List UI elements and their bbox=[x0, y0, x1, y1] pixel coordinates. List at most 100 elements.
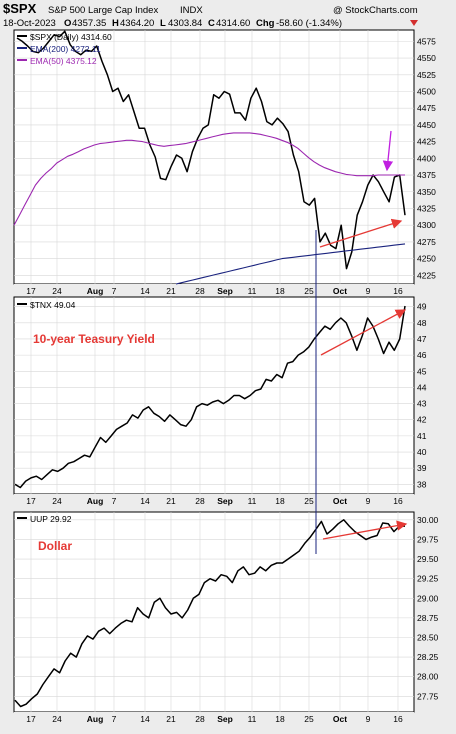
legend-entry: EMA(200) 4272.11 bbox=[30, 44, 101, 54]
x-tick-label: Oct bbox=[333, 286, 347, 296]
x-tick-label: 28 bbox=[195, 714, 205, 724]
x-tick-label: 7 bbox=[112, 286, 117, 296]
x-tick-label: 9 bbox=[366, 496, 371, 506]
x-axis-band bbox=[14, 712, 414, 725]
x-tick-label: Sep bbox=[217, 496, 233, 506]
x-tick-label: 7 bbox=[112, 496, 117, 506]
down-triangle-icon bbox=[410, 20, 418, 26]
x-axis-band bbox=[14, 284, 414, 297]
y-tick-label: 4550 bbox=[417, 53, 436, 63]
header-low-label: L bbox=[160, 18, 166, 29]
uup-panel: 27.75 28.00 28.25 28.50 28.75 29.00 29.25 29.50… bbox=[13, 511, 439, 725]
y-tick-label: 48 bbox=[417, 318, 427, 328]
y-tick-label: 49 bbox=[417, 302, 427, 312]
y-tick-label: 38 bbox=[417, 479, 427, 489]
y-tick-label: 4350 bbox=[417, 187, 436, 197]
y-tick-label: 44 bbox=[417, 382, 427, 392]
legend-entry: EMA(50) 4375.12 bbox=[30, 56, 97, 66]
x-tick-label: 24 bbox=[52, 286, 62, 296]
x-tick-label: Aug bbox=[87, 714, 104, 724]
x-tick-label: 28 bbox=[195, 496, 205, 506]
tnx-red-arrow bbox=[320, 309, 407, 356]
y-tick-label: 29.50 bbox=[417, 554, 439, 564]
y-tick-label: 41 bbox=[417, 431, 427, 441]
legend-entry: $SPX (Daily) 4314.60 bbox=[30, 32, 112, 42]
x-tick-label: 25 bbox=[304, 286, 314, 296]
y-tick-label: 4250 bbox=[417, 254, 436, 264]
y-tick-label: 4575 bbox=[417, 36, 436, 46]
series-line-price bbox=[16, 30, 406, 270]
x-tick-label: 17 bbox=[26, 714, 36, 724]
uup-red-arrow bbox=[322, 520, 408, 540]
x-tick-label: 21 bbox=[166, 496, 176, 506]
legend-swatch bbox=[17, 47, 27, 49]
y-tick-label: 29.00 bbox=[417, 593, 439, 603]
x-tick-label: 18 bbox=[275, 496, 285, 506]
y-tick-label: 39 bbox=[417, 463, 427, 473]
x-tick-label: 16 bbox=[393, 496, 403, 506]
y-tick-label: 27.75 bbox=[417, 691, 439, 701]
header-chg-label: Chg bbox=[256, 18, 275, 29]
tnx-annotation: 10-year Teasury Yield bbox=[33, 332, 155, 346]
y-tick-label: 43 bbox=[417, 399, 427, 409]
header-chg: -58.60 (-1.34%) bbox=[276, 18, 342, 29]
header-high-label: H bbox=[112, 18, 119, 29]
x-tick-label: 21 bbox=[166, 714, 176, 724]
legend-swatch bbox=[17, 517, 27, 519]
header-name: S&P 500 Large Cap Index bbox=[48, 5, 158, 16]
header-open: 4357.35 bbox=[72, 18, 106, 29]
series-line-ema50 bbox=[13, 132, 405, 226]
header-close: 4314.60 bbox=[216, 18, 250, 29]
legend-swatch bbox=[17, 59, 27, 61]
y-tick-label: 4300 bbox=[417, 220, 436, 230]
y-tick-label: 4275 bbox=[417, 237, 436, 247]
x-tick-label: Aug bbox=[87, 496, 104, 506]
x-tick-label: Sep bbox=[217, 714, 233, 724]
y-tick-label: 4425 bbox=[417, 137, 436, 147]
plot-area bbox=[13, 511, 415, 713]
x-tick-label: Aug bbox=[87, 286, 104, 296]
series-line-price bbox=[14, 305, 406, 489]
spx-red-arrow bbox=[319, 218, 403, 248]
x-tick-label: 18 bbox=[275, 714, 285, 724]
x-tick-label: 28 bbox=[195, 286, 205, 296]
x-tick-label: 16 bbox=[393, 286, 403, 296]
x-tick-label: 11 bbox=[248, 496, 257, 506]
plot-area bbox=[13, 29, 415, 285]
x-tick-label: 24 bbox=[52, 714, 62, 724]
y-tick-label: 4475 bbox=[417, 103, 436, 113]
series-line-price bbox=[14, 519, 405, 708]
x-tick-label: 14 bbox=[140, 714, 150, 724]
series-line-ema200 bbox=[175, 243, 406, 285]
y-tick-label: 28.00 bbox=[417, 672, 439, 682]
x-tick-label: 16 bbox=[393, 714, 403, 724]
y-tick-label: 4525 bbox=[417, 70, 436, 80]
legend-swatch bbox=[17, 303, 27, 305]
y-tick-label: 28.75 bbox=[417, 613, 439, 623]
header-open-label: O bbox=[64, 18, 71, 29]
y-tick-label: 4325 bbox=[417, 203, 436, 213]
x-tick-label: 24 bbox=[52, 496, 62, 506]
y-tick-label: 47 bbox=[417, 334, 427, 344]
plot-area bbox=[13, 296, 415, 495]
header-exchange: INDX bbox=[180, 5, 203, 16]
x-tick-label: 11 bbox=[248, 714, 257, 724]
x-tick-label: 14 bbox=[140, 286, 150, 296]
y-tick-label: 29.25 bbox=[417, 574, 439, 584]
watermark: @ StockCharts.com bbox=[333, 5, 418, 16]
y-tick-label: 4400 bbox=[417, 153, 436, 163]
x-tick-label: 7 bbox=[112, 714, 117, 724]
y-tick-label: 42 bbox=[417, 415, 427, 425]
y-tick-label: 46 bbox=[417, 350, 427, 360]
x-tick-label: 25 bbox=[304, 714, 314, 724]
legend-swatch bbox=[17, 35, 27, 37]
x-tick-label: 9 bbox=[366, 714, 371, 724]
x-tick-label: Oct bbox=[333, 496, 347, 506]
legend-entry: $TNX 49.04 bbox=[30, 300, 76, 310]
legend-entry: UUP 29.92 bbox=[30, 514, 72, 524]
uup-annotation: Dollar bbox=[38, 539, 72, 553]
y-tick-label: 4500 bbox=[417, 86, 436, 96]
y-tick-label: 29.75 bbox=[417, 534, 439, 544]
y-tick-label: 4225 bbox=[417, 270, 436, 280]
